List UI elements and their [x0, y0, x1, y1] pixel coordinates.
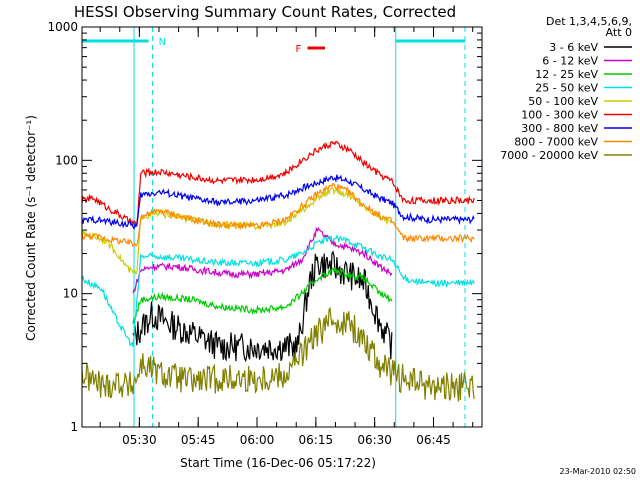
series-line-4 [81, 186, 393, 276]
y-tick-label: 10 [63, 287, 78, 301]
series-line-7 [81, 182, 475, 247]
series-line-5 [81, 140, 475, 226]
x-axis: 05:30 05:45 06:00 06:15 06:30 06:45 [99, 27, 474, 447]
flare-label: F [296, 44, 302, 55]
series-line-3 [81, 234, 475, 347]
series-line-1 [132, 226, 393, 294]
y-tick-label: 1000 [47, 20, 78, 34]
plot-frame [81, 26, 483, 428]
series-line-2 [132, 266, 393, 324]
x-axis-label: Start Time (16-Dec-06 05:17:22) [180, 456, 376, 470]
legend-entry-label: 12 - 25 keV [535, 68, 598, 81]
chart-title: HESSI Observing Summary Count Rates, Cor… [74, 3, 456, 21]
series-lines [81, 140, 475, 402]
legend-entry-label: 7000 - 20000 keV [500, 149, 598, 162]
legend-header: Att 0 [606, 26, 632, 39]
legend-entry-label: 100 - 300 keV [521, 109, 598, 122]
night-label: N [159, 37, 166, 48]
legend-entry-label: 3 - 6 keV [549, 41, 598, 54]
series-line-0 [132, 250, 393, 363]
series-line-6 [81, 174, 475, 231]
series-line-8 [81, 306, 475, 402]
legend-entry-label: 50 - 100 keV [528, 95, 598, 108]
legend-header: Det 1,3,4,5,6,9, [546, 15, 632, 28]
y-tick-label: 1 [70, 420, 78, 434]
y-tick-label: 100 [55, 153, 78, 167]
x-tick-label: 05:30 [122, 433, 157, 447]
legend-entry-label: 6 - 12 keV [542, 55, 598, 68]
x-tick-label: 06:15 [299, 433, 334, 447]
x-tick-label: 05:45 [181, 433, 216, 447]
x-tick-label: 06:00 [240, 433, 275, 447]
timestamp: 23-Mar-2010 02:50 [560, 467, 637, 476]
x-tick-label: 06:30 [357, 433, 392, 447]
legend-entry-label: 300 - 800 keV [521, 122, 598, 135]
legend-entry-label: 25 - 50 keV [535, 82, 598, 95]
y-axis: 1 10 100 1000 [47, 20, 482, 434]
legend-entry-label: 800 - 7000 keV [514, 136, 598, 149]
x-tick-label: 06:45 [416, 433, 451, 447]
y-axis-label: Corrected Count Rate (s⁻¹ detector⁻¹) [24, 115, 38, 341]
